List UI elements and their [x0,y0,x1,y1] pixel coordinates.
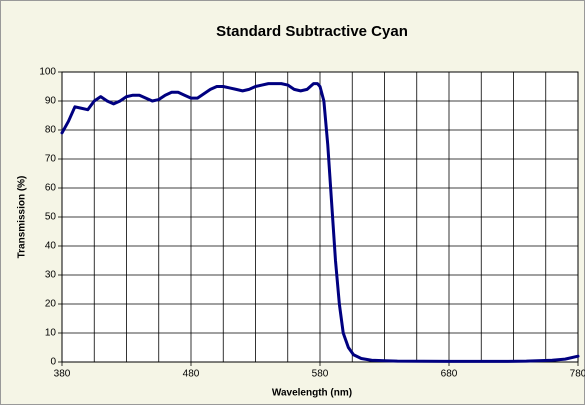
y-tick-label: 0 [50,357,56,368]
x-tick-label: 680 [441,369,458,380]
y-tick-label: 70 [45,154,57,165]
y-axis-title: Transmission (%) [17,176,28,259]
x-tick-label: 780 [570,369,585,380]
x-tick-label: 380 [54,369,71,380]
y-tick-label: 90 [45,96,57,107]
y-tick-label: 10 [45,328,57,339]
y-tick-label: 60 [45,183,57,194]
y-tick-label: 20 [45,299,57,310]
x-tick-label: 480 [183,369,200,380]
y-tick-label: 40 [45,241,57,252]
y-tick-label: 30 [45,270,57,281]
x-axis-title: Wavelength (nm) [272,388,352,399]
x-tick-label: 580 [312,369,329,380]
y-tick-label: 50 [45,212,57,223]
chart-title: Standard Subtractive Cyan [216,23,408,40]
y-tick-label: 100 [39,67,56,78]
data-line [60,82,580,363]
y-tick-label: 80 [45,125,57,136]
